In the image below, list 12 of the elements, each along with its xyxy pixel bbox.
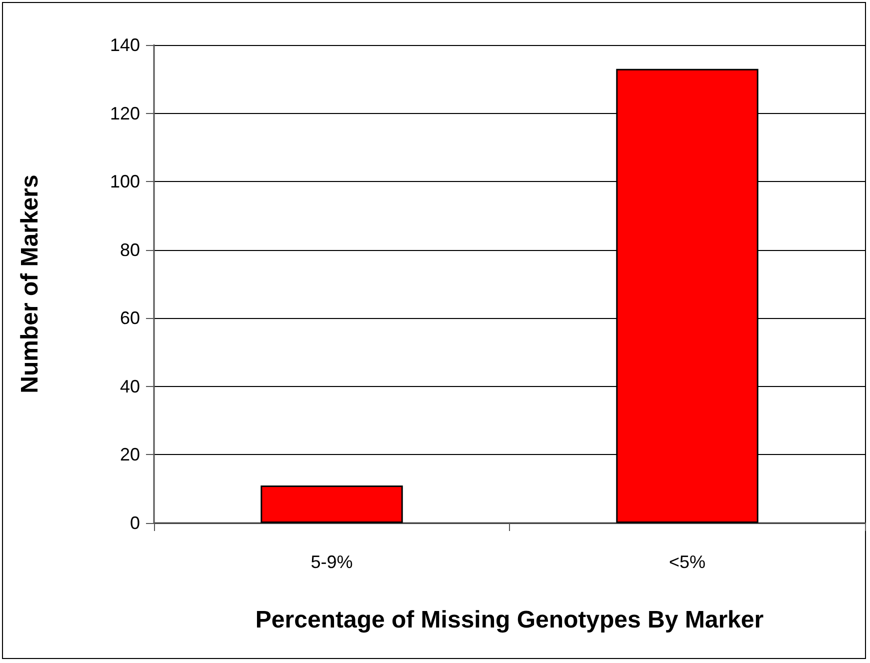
y-axis-title: Number of Markers [16,174,44,394]
y-tick-label: 0 [130,513,140,533]
y-tick-label: 140 [110,35,140,55]
y-tick-label: 40 [120,376,140,396]
x-axis-title: Percentage of Missing Genotypes By Marker [255,606,764,634]
y-tick-label: 20 [120,444,140,465]
x-tick-label: <5% [668,552,706,572]
y-tick-label: 60 [120,308,140,328]
x-tick-label: 5-9% [310,552,353,572]
y-tick-label: 80 [120,240,140,260]
y-tick-label: 120 [110,103,140,124]
y-tick-label: 100 [110,172,140,192]
